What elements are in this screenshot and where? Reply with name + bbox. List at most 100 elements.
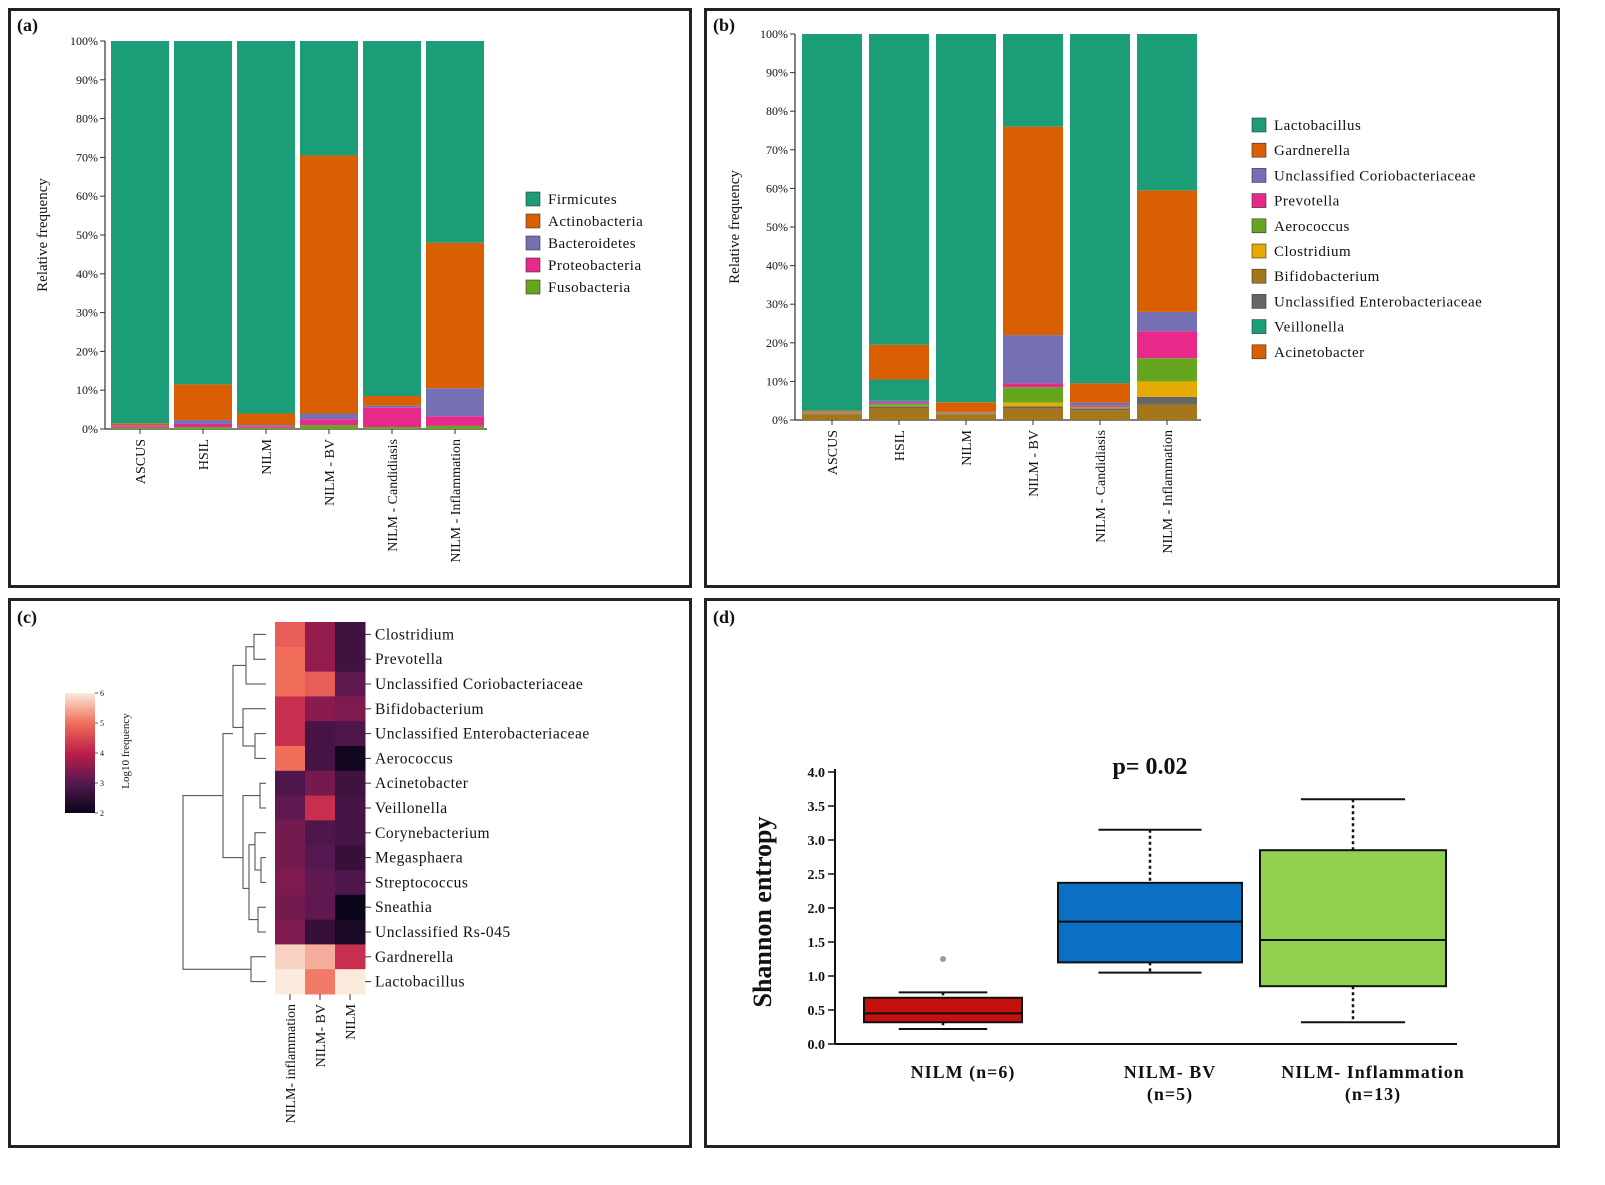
bar-segment-proteobacteria bbox=[426, 416, 484, 426]
legend-label: Fusobacteria bbox=[548, 280, 631, 296]
chart-c: (c) Clostridium Prevotella Unclassified Co… bbox=[17, 607, 590, 1123]
bar-segment-lactobacillus bbox=[936, 34, 996, 403]
dendrogram-branch bbox=[260, 857, 266, 883]
bar-segment-unclassified-enterobacteriaceae bbox=[1070, 408, 1130, 411]
x-tick-sublabel: (n=5) bbox=[1147, 1084, 1193, 1105]
legend-swatch bbox=[1251, 193, 1267, 208]
heatmap-cell bbox=[335, 696, 366, 722]
bar-segment-aerococcus bbox=[1070, 406, 1130, 408]
y-axis-label: Shannon entropy bbox=[748, 817, 777, 1008]
panel-a: (a) 0% 10% 20% 30% 40% 50% 60% 70% 80% 90% 100% Rel… bbox=[8, 8, 692, 588]
colorbar bbox=[65, 693, 95, 813]
heatmap-cell bbox=[335, 870, 366, 896]
colorbar-label: Log10 frequency bbox=[120, 713, 132, 789]
y-tick-label: 10% bbox=[766, 374, 788, 388]
bar-segment-prevotella bbox=[1003, 383, 1063, 388]
colorbar-tick-label: 2 bbox=[100, 809, 104, 818]
heatmap-cell bbox=[305, 894, 336, 921]
y-tick-label: 90% bbox=[76, 73, 98, 87]
heatmap-cell bbox=[335, 845, 366, 871]
panel-label-a: (a) bbox=[17, 15, 38, 36]
y-tick-label: 3.0 bbox=[808, 834, 826, 849]
bar-segment-unclassified-enterobacteriaceae bbox=[1137, 396, 1197, 405]
y-axis-label: Relative frequency bbox=[35, 178, 51, 292]
legend-label: Lactobacillus bbox=[1274, 118, 1361, 134]
heatmap-cell bbox=[275, 845, 306, 871]
dendrogram-branch bbox=[257, 906, 266, 933]
legend-swatch bbox=[525, 235, 541, 251]
legend-swatch bbox=[525, 213, 541, 229]
y-tick-label: 30% bbox=[76, 306, 98, 320]
heatmap-cell bbox=[275, 969, 306, 995]
bar-segment-bacteroidetes bbox=[300, 413, 358, 420]
dendrogram-branch bbox=[254, 832, 266, 871]
dendrogram-branch bbox=[182, 795, 251, 970]
heatmap-cell bbox=[275, 795, 306, 821]
bar-segment-unclassified-enterobacteriaceae bbox=[936, 413, 996, 415]
heatmap-row-label: Unclassified Rs-045 bbox=[375, 924, 511, 941]
dendrogram-branch bbox=[242, 795, 260, 889]
heatmap-col-label: NILM- BV bbox=[314, 1004, 329, 1067]
bar-segment-clostridium bbox=[1003, 402, 1063, 407]
bar-segment-firmicutes bbox=[426, 41, 484, 243]
x-tick-label: NILM bbox=[960, 429, 975, 465]
bar-segment-firmicutes bbox=[111, 41, 169, 424]
heatmap-cell bbox=[335, 671, 366, 697]
y-tick-label: 50% bbox=[766, 220, 788, 234]
heatmap-row-label: Prevotella bbox=[375, 651, 443, 668]
chart-a: (a) 0% 10% 20% 30% 40% 50% 60% 70% 80% 90% 100% Rel… bbox=[17, 15, 643, 563]
x-tick-label: NILM (n=6) bbox=[911, 1062, 1016, 1083]
heatmap-row-label: Unclassified Enterobacteriaceae bbox=[375, 726, 590, 743]
bar-segment-others bbox=[1137, 404, 1197, 420]
bar-segment-actinobacteria bbox=[300, 155, 358, 414]
heatmap-col-label: NILM bbox=[344, 1003, 359, 1039]
x-tick-label: HSIL bbox=[893, 430, 908, 461]
heatmap-cell bbox=[305, 870, 336, 896]
panel-label-c: (c) bbox=[17, 607, 37, 628]
legend-label: Unclassified Coriobacteriaceae bbox=[1274, 168, 1476, 184]
heatmap-row-label: Aerococcus bbox=[375, 750, 453, 767]
bar-segment-proteobacteria bbox=[300, 419, 358, 426]
legend-swatch bbox=[1251, 319, 1267, 334]
dendrogram-branch bbox=[250, 956, 266, 983]
bar-segment-actinobacteria bbox=[426, 242, 484, 389]
heatmap-cell bbox=[335, 969, 366, 995]
legend-label: Firmicutes bbox=[548, 192, 617, 208]
bar-segment-lactobacillus bbox=[1137, 34, 1197, 191]
box bbox=[863, 996, 1023, 1024]
heatmap-row-label: Gardnerella bbox=[375, 949, 454, 966]
panel-d: (d) 0.0 0.5 1.0 1.5 2.0 2.5 3.0 3.5 4.0 Shannon e… bbox=[704, 598, 1560, 1148]
bar-segment-fusobacteria bbox=[363, 427, 421, 429]
heatmap-cell bbox=[305, 845, 336, 871]
y-tick-label: 1.5 bbox=[808, 936, 826, 951]
legend-label: Prevotella bbox=[1274, 194, 1340, 210]
bar-segment-unclassified-enterobacteriaceae bbox=[802, 413, 862, 415]
bar-segment-gardnerella bbox=[1070, 383, 1130, 403]
heatmap-cell bbox=[305, 646, 336, 673]
bar-segment-others bbox=[1003, 408, 1063, 420]
x-tick-label: HSIL bbox=[197, 439, 212, 470]
y-tick-label: 40% bbox=[76, 267, 98, 281]
heatmap-row-label: Corynebacterium bbox=[375, 825, 490, 842]
outlier-point bbox=[940, 956, 946, 962]
x-tick-label: NILM - BV bbox=[323, 439, 338, 506]
y-tick-label: 80% bbox=[766, 104, 788, 118]
dendrogram-branch bbox=[254, 733, 266, 759]
bar-segment-proteobacteria bbox=[174, 423, 232, 428]
colorbar-tick-label: 3 bbox=[100, 779, 104, 788]
box bbox=[1057, 881, 1243, 964]
legend-swatch bbox=[1251, 268, 1267, 284]
y-tick-label: 100% bbox=[70, 34, 98, 48]
y-tick-label: 90% bbox=[766, 66, 788, 80]
y-tick-label: 4.0 bbox=[808, 766, 826, 781]
heatmap-cell bbox=[335, 894, 366, 921]
y-tick-label: 20% bbox=[766, 336, 788, 350]
bar-segment-unclassified-enterobacteriaceae bbox=[1003, 406, 1063, 409]
bar-segment-fusobacteria bbox=[111, 427, 169, 429]
bar-segment-actinobacteria bbox=[237, 413, 295, 426]
bar-segment-unclassified-coriobacteriaceae bbox=[1070, 402, 1130, 406]
legend-label: Actinobacteria bbox=[548, 214, 643, 230]
bar-segment-lactobacillus bbox=[1003, 34, 1063, 127]
bar-segment-gardnerella bbox=[869, 344, 929, 380]
legend-swatch bbox=[1251, 344, 1267, 360]
